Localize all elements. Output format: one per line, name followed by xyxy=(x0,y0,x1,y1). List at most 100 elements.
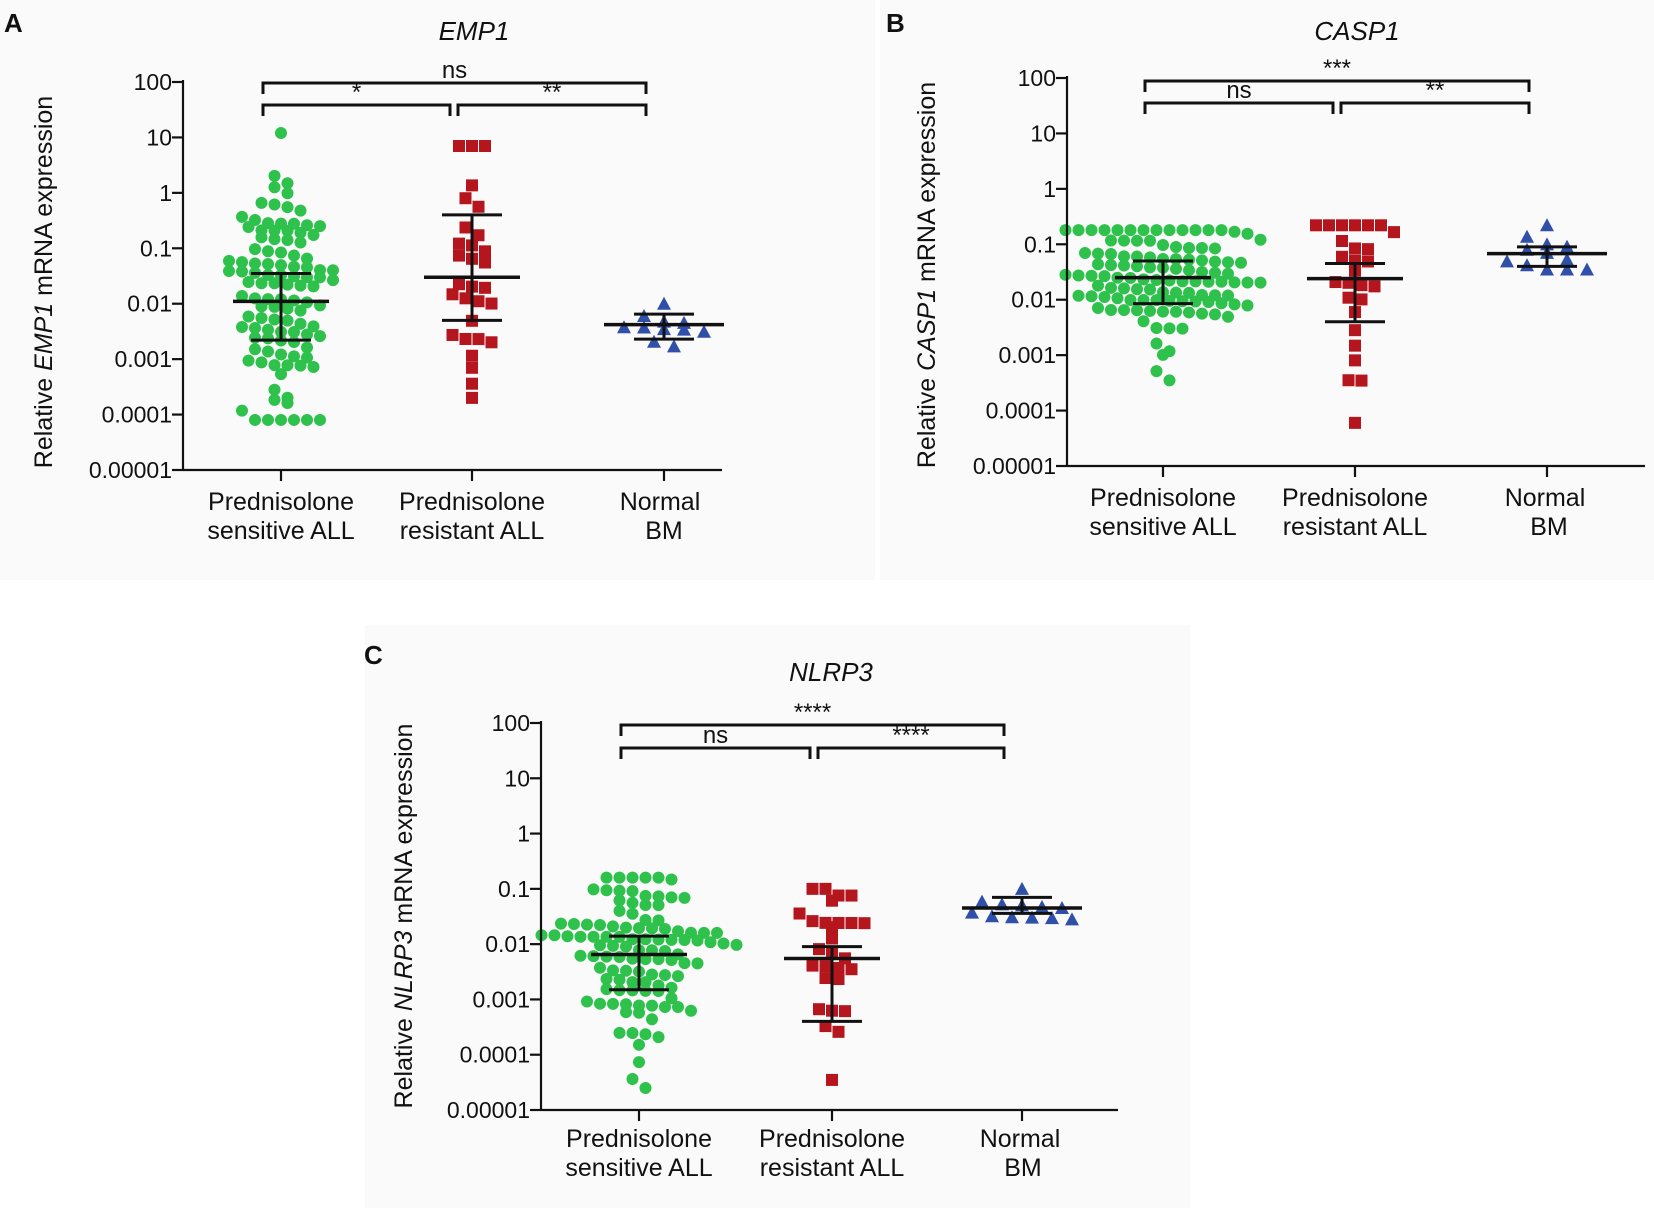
data-point xyxy=(1105,303,1117,316)
data-point xyxy=(453,237,465,250)
significance-bracket xyxy=(619,723,1006,736)
y-tick-label: 10 xyxy=(146,124,172,150)
data-point xyxy=(1196,307,1208,320)
data-point xyxy=(1189,295,1202,308)
data-point xyxy=(1170,305,1182,318)
data-point xyxy=(1215,224,1228,237)
data-point xyxy=(1157,239,1169,252)
data-point xyxy=(1137,315,1150,328)
data-point xyxy=(268,393,281,406)
axes xyxy=(1056,76,1645,477)
data-point xyxy=(626,896,639,909)
data-point xyxy=(1092,279,1104,292)
y-tick-label: 0.1 xyxy=(498,876,530,902)
data-point xyxy=(633,922,645,935)
data-point xyxy=(307,361,320,374)
data-point xyxy=(262,258,274,271)
data-point xyxy=(466,391,478,404)
data-point xyxy=(1336,234,1348,247)
data-point xyxy=(1118,282,1130,295)
data-point xyxy=(459,332,472,345)
data-point xyxy=(594,939,606,952)
data-point xyxy=(1105,248,1117,261)
data-point xyxy=(314,220,326,233)
data-point xyxy=(1342,291,1355,304)
data-point xyxy=(1209,308,1221,321)
data-point xyxy=(1215,275,1228,288)
data-point xyxy=(1098,270,1111,283)
data-point xyxy=(1183,241,1195,254)
data-point xyxy=(826,1073,838,1086)
data-point xyxy=(275,348,287,361)
data-points xyxy=(1059,218,1594,429)
y-axis-label: Relative EMP1 mRNA expression xyxy=(30,96,58,468)
category-label-line1: Normal xyxy=(980,1125,1061,1153)
data-point xyxy=(1342,374,1355,387)
data-point xyxy=(659,922,671,935)
data-point xyxy=(1092,247,1104,260)
data-point xyxy=(1209,266,1221,279)
data-point xyxy=(327,274,339,287)
data-point xyxy=(275,368,287,381)
data-point xyxy=(813,1003,825,1016)
category-label-line2: sensitive ALL xyxy=(207,517,354,545)
data-point xyxy=(845,917,858,930)
data-point xyxy=(262,345,274,358)
data-point xyxy=(236,320,248,333)
data-point xyxy=(288,413,300,426)
data-point xyxy=(1144,304,1156,317)
category-label-line2: BM xyxy=(1004,1154,1042,1182)
data-point xyxy=(255,277,268,290)
y-tick-label: 0.01 xyxy=(127,291,172,317)
data-point xyxy=(819,1020,832,1033)
data-point xyxy=(1336,250,1348,263)
data-point xyxy=(620,1006,632,1019)
data-point xyxy=(1222,256,1234,269)
data-point xyxy=(1355,374,1368,387)
significance-bracket xyxy=(619,746,812,759)
data-point xyxy=(574,949,587,962)
y-tick-label: 1 xyxy=(517,821,530,847)
data-point xyxy=(288,336,300,349)
data-point xyxy=(647,334,661,348)
data-point xyxy=(613,884,626,897)
data-point xyxy=(236,290,248,303)
data-point xyxy=(262,332,274,345)
data-point xyxy=(1520,258,1534,272)
significance-bracket xyxy=(261,81,648,94)
data-point xyxy=(600,930,613,943)
data-point xyxy=(1560,252,1574,266)
data-point xyxy=(268,181,281,194)
data-point xyxy=(249,331,261,344)
data-point xyxy=(1170,262,1182,275)
data-point xyxy=(600,972,613,985)
data-point xyxy=(691,957,704,970)
data-point xyxy=(652,914,665,927)
chart-title: EMP1 xyxy=(439,16,510,46)
summary-bars xyxy=(1115,245,1607,324)
data-point xyxy=(459,221,472,234)
data-point xyxy=(607,964,619,977)
data-point xyxy=(1228,298,1241,311)
data-point xyxy=(301,413,313,426)
y-tick-label: 100 xyxy=(492,710,530,736)
data-point xyxy=(1131,234,1143,247)
data-point xyxy=(1228,225,1241,238)
y-tick-label: 10 xyxy=(1030,120,1056,146)
data-point xyxy=(1349,354,1361,367)
data-point xyxy=(826,932,838,945)
data-point xyxy=(1150,224,1163,237)
data-point xyxy=(268,169,281,182)
data-point xyxy=(314,271,326,284)
data-point xyxy=(294,304,307,317)
data-point xyxy=(639,1028,652,1041)
significance-brackets: ns* ** xyxy=(261,57,648,116)
data-point xyxy=(555,917,567,930)
data-point xyxy=(466,140,478,153)
data-point xyxy=(1105,259,1117,272)
data-point xyxy=(1215,297,1228,310)
data-point xyxy=(446,288,459,301)
data-point xyxy=(1310,219,1322,232)
chart-title: NLRP3 xyxy=(789,657,873,687)
